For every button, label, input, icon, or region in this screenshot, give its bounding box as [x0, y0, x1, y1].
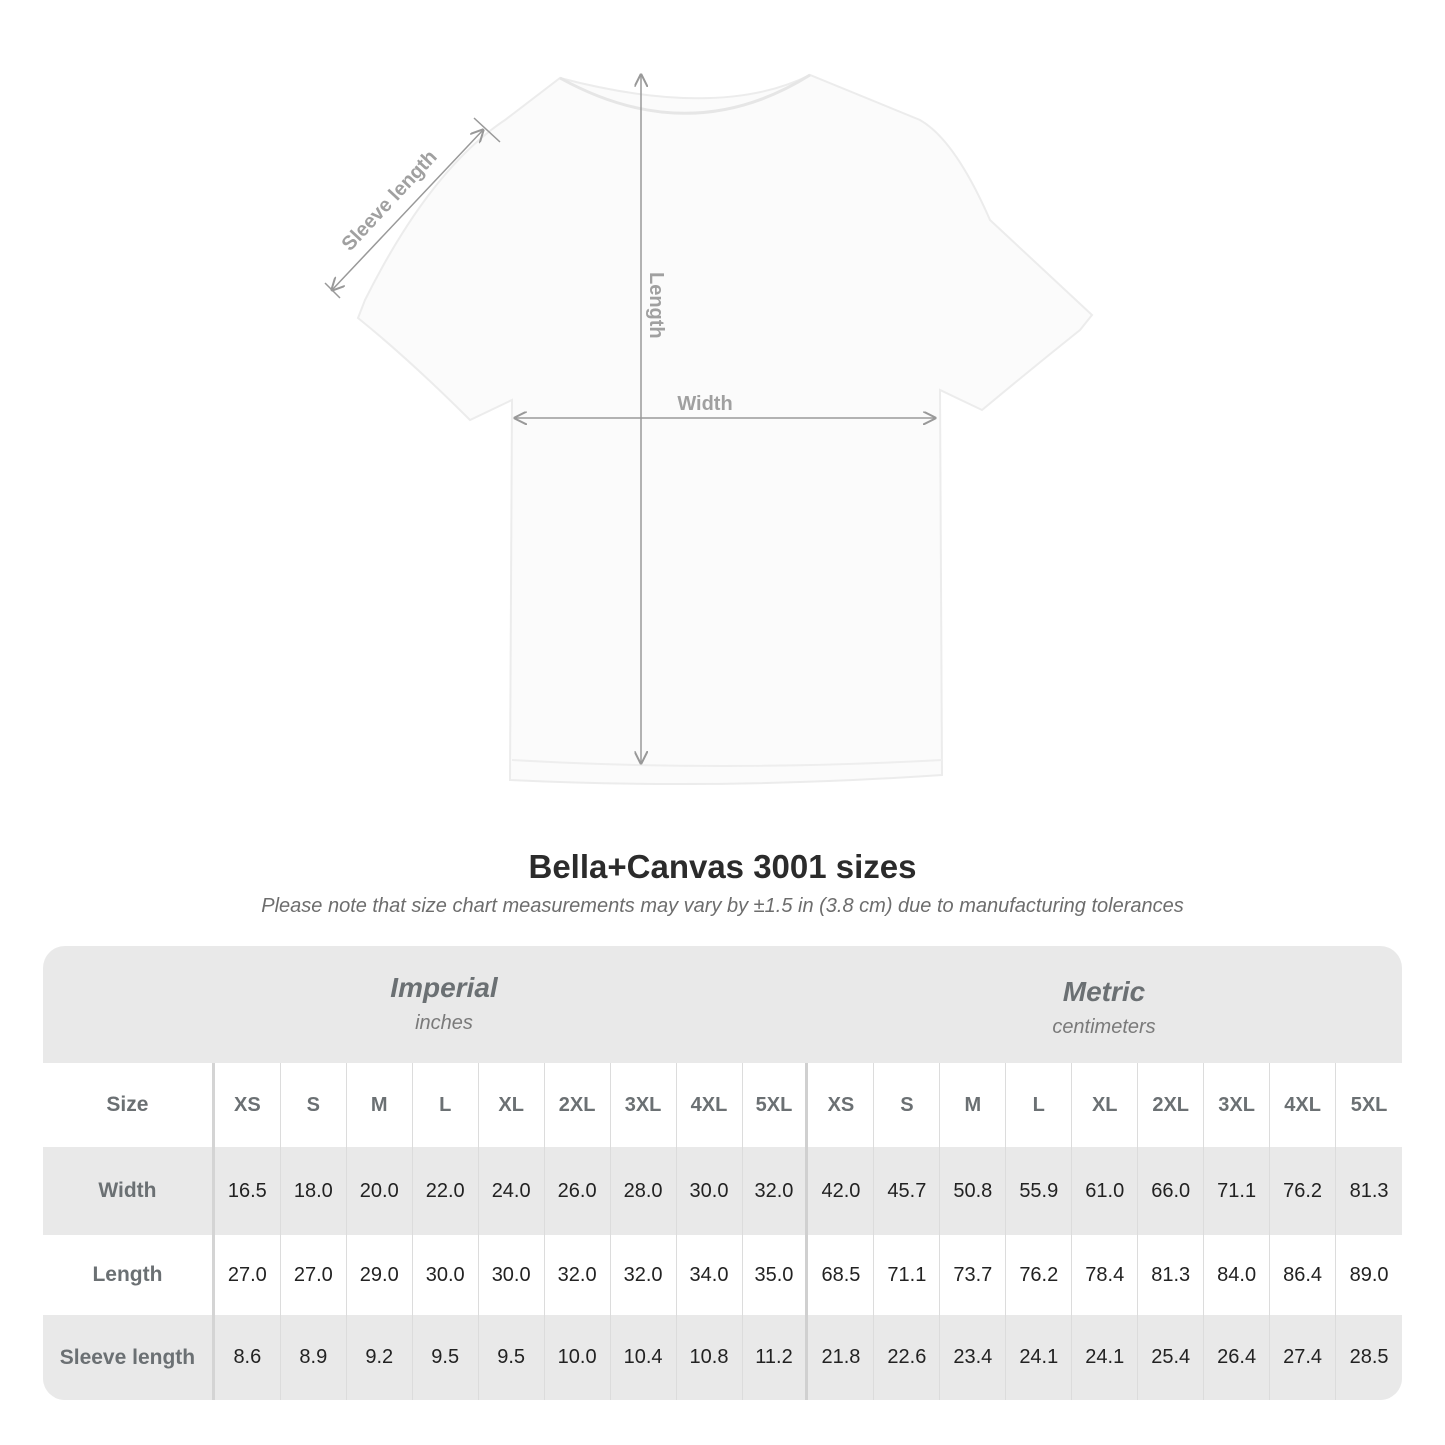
size-header-cell: 3XL — [1204, 1063, 1271, 1147]
table-cell: 71.1 — [1204, 1147, 1271, 1235]
table-cell: 76.2 — [1006, 1235, 1073, 1315]
table-cell: 32.0 — [743, 1147, 809, 1235]
table-cell: 10.8 — [677, 1315, 743, 1400]
size-header-cell: XL — [1072, 1063, 1139, 1147]
table-cell: 20.0 — [347, 1147, 413, 1235]
size-table: Imperial inches Metric centimeters Size X… — [43, 946, 1402, 1400]
system-unit: inches — [415, 1012, 473, 1034]
table-cell: 81.3 — [1349, 1179, 1389, 1202]
table-cell: 71.1 — [874, 1235, 941, 1315]
table-cell: 9.5 — [479, 1315, 545, 1400]
size-header-cell: 4XL — [1270, 1063, 1337, 1147]
table-cell: 66.0 — [1138, 1147, 1205, 1235]
size-header-cell: S — [874, 1063, 941, 1147]
table-cell: 45.7 — [874, 1147, 941, 1235]
size-header-cell: 4XL — [677, 1063, 743, 1147]
table-cell: 76.2 — [1270, 1147, 1337, 1235]
table-cell: 10.0 — [545, 1315, 611, 1400]
tshirt-shape — [356, 73, 1094, 785]
table-cell: 18.0 — [281, 1147, 347, 1235]
table-cell: 22.6 — [874, 1315, 941, 1400]
table-cell: 61.0 — [1072, 1147, 1139, 1235]
table-cell: 34.0 — [677, 1235, 743, 1315]
size-header-cell: XS — [215, 1063, 281, 1147]
table-cell: 10.4 — [611, 1315, 677, 1400]
row-label: Size — [43, 1063, 215, 1147]
table-cell: 23.4 — [940, 1315, 1007, 1400]
table-cell: 26.4 — [1204, 1315, 1271, 1400]
size-header-cell: XS — [808, 1063, 875, 1147]
table-cell: 81.3 — [1138, 1235, 1205, 1315]
size-header-cell: 5XL — [743, 1063, 809, 1147]
table-cell: 86.4 — [1270, 1235, 1337, 1315]
size-header-cell: 2XL — [545, 1063, 611, 1147]
size-header-cell: M — [347, 1063, 413, 1147]
table-cell: 27.4 — [1270, 1315, 1337, 1400]
sleeve-length-arrow — [332, 130, 483, 290]
table-cell: 30.0 — [413, 1235, 479, 1315]
size-header-cell: M — [940, 1063, 1007, 1147]
length-label: Length — [645, 272, 667, 339]
table-cell: 21.8 — [808, 1315, 875, 1400]
table-cell: 32.0 — [545, 1235, 611, 1315]
table-cell: 24.1 — [1006, 1315, 1073, 1400]
table-cell: 24.1 — [1072, 1315, 1139, 1400]
table-cell: 22.0 — [413, 1147, 479, 1235]
table-cell: 68.5 — [808, 1235, 875, 1315]
table-cell: 8.6 — [215, 1315, 281, 1400]
table-cell: 24.0 — [479, 1147, 545, 1235]
size-header-cell: 5XL — [1350, 1093, 1388, 1116]
table-cell: 16.5 — [215, 1147, 281, 1235]
table-cell: 9.5 — [413, 1315, 479, 1400]
size-header-cell: S — [281, 1063, 347, 1147]
table-cell: 8.9 — [281, 1315, 347, 1400]
system-unit: centimeters — [1052, 1016, 1156, 1038]
table-row: Width 16.5 18.0 20.0 22.0 24.0 26.0 28.0 30.0 32.… — [43, 1147, 1402, 1235]
row-label: Sleeve length — [43, 1315, 215, 1400]
table-cell: 50.8 — [940, 1147, 1007, 1235]
table-cell: 11.2 — [743, 1315, 809, 1400]
table-row: Length 27.0 27.0 29.0 30.0 30.0 32.0 32.0 34.0 35… — [43, 1235, 1402, 1315]
table-cell: 30.0 — [479, 1235, 545, 1315]
imperial-header: Imperial inches — [149, 946, 739, 1063]
table-cell: 84.0 — [1204, 1235, 1271, 1315]
tolerance-note: Please note that size chart measurements… — [261, 895, 1184, 917]
row-label: Length — [43, 1235, 215, 1315]
table-cell: 9.2 — [347, 1315, 413, 1400]
size-header-cell: 2XL — [1138, 1063, 1205, 1147]
page-title: Bella+Canvas 3001 sizes — [528, 848, 917, 885]
table-cell: 30.0 — [677, 1147, 743, 1235]
table-cell: 28.0 — [611, 1147, 677, 1235]
table-cell: 27.0 — [215, 1235, 281, 1315]
size-header-cell: 3XL — [611, 1063, 677, 1147]
table-cell: 32.0 — [611, 1235, 677, 1315]
tshirt-diagram: Sleeve length Length Width — [324, 0, 1094, 785]
system-name: Metric — [1062, 976, 1146, 1007]
table-cell: 55.9 — [1006, 1147, 1073, 1235]
size-header-cell: L — [1006, 1063, 1073, 1147]
table-cell: 26.0 — [545, 1147, 611, 1235]
table-cell: 27.0 — [281, 1235, 347, 1315]
size-header-cell: XL — [479, 1063, 545, 1147]
metric-header: Metric centimeters — [809, 950, 1399, 1067]
table-cell: 42.0 — [808, 1147, 875, 1235]
table-cell: 89.0 — [1349, 1263, 1389, 1286]
table-cell: 35.0 — [743, 1235, 809, 1315]
size-header-cell: L — [413, 1063, 479, 1147]
table-cell: 78.4 — [1072, 1235, 1139, 1315]
row-label: Width — [43, 1147, 215, 1235]
table-row: Sleeve length 8.6 8.9 9.2 9.5 9.5 10.0 10.4 10.8… — [43, 1315, 1402, 1400]
table-cell: 25.4 — [1138, 1315, 1205, 1400]
table-cell: 73.7 — [940, 1235, 1007, 1315]
table-cell: 28.5 — [1349, 1346, 1389, 1368]
table-cell: 29.0 — [347, 1235, 413, 1315]
header-row: Size XS S M L XL 2XL 3XL 4XL 5XL XS S M L XL 2XL 3XL 4XL 5… — [43, 1063, 1402, 1147]
system-name: Imperial — [390, 972, 498, 1003]
width-label: Width — [677, 393, 732, 415]
